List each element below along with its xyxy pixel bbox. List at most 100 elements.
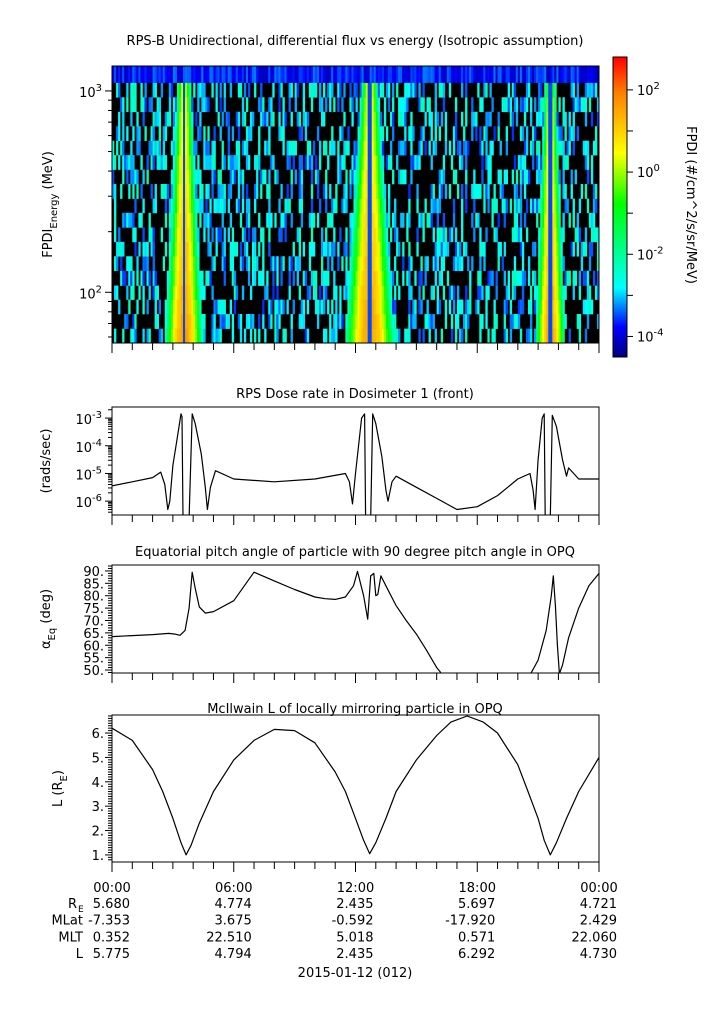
spectrogram-cell — [254, 241, 257, 257]
spectrogram-cell — [371, 241, 375, 257]
spectrogram-cell — [333, 66, 336, 83]
spectrogram-cell — [174, 328, 178, 343]
spectrogram-cell — [511, 82, 515, 98]
spectrogram-cell — [542, 111, 545, 127]
spectrogram-cell — [525, 227, 529, 243]
spectrogram-cell — [375, 140, 379, 156]
spectrogram-cell — [329, 140, 332, 156]
spectrogram-cell — [385, 66, 389, 83]
time-label: 00:00 — [580, 881, 617, 896]
spectrogram-cell — [442, 256, 446, 272]
spectrogram-cell — [227, 66, 230, 83]
spectrogram-cell — [132, 314, 135, 329]
spectrogram-cell — [377, 169, 381, 185]
spectrogram-cell — [331, 328, 334, 343]
spectrogram-cell — [302, 97, 306, 113]
spectrogram-cell — [229, 155, 233, 170]
spectrogram-cell — [375, 97, 379, 113]
spectrogram-cell — [363, 299, 366, 315]
spectrogram-cell — [170, 212, 174, 228]
spectrogram-cell — [187, 328, 190, 343]
spectrogram-cell — [572, 126, 575, 142]
spectrogram-cell — [245, 97, 249, 113]
spectrogram-cell — [191, 314, 194, 329]
spectrogram-cell — [538, 299, 541, 315]
spectrogram-cell — [452, 299, 456, 315]
spectrogram-cell — [469, 285, 472, 300]
spectrogram-cell — [568, 126, 571, 142]
spectrogram-cell — [556, 169, 559, 185]
y-tick-label: 4. — [92, 776, 104, 791]
spectrogram-cell — [276, 314, 279, 329]
spectrogram-cell — [513, 198, 517, 214]
spectrogram-cell — [467, 66, 470, 83]
spectrogram-cell — [227, 126, 230, 142]
spectrogram-cell — [487, 66, 490, 83]
spectrogram-cell — [185, 82, 188, 98]
spectrogram-cell — [132, 212, 135, 228]
spectrogram-cell — [152, 140, 155, 156]
spectrogram-cell — [264, 169, 267, 185]
spectrogram-cell — [527, 169, 531, 185]
spectrogram-cell — [521, 155, 525, 170]
spectrogram-cell — [444, 299, 448, 315]
spectrogram-cell — [158, 111, 161, 127]
spectrogram-cell — [308, 285, 312, 300]
spectrogram-cell — [422, 97, 425, 113]
spectrogram-cell — [130, 270, 133, 286]
spectrogram-cell — [223, 314, 226, 329]
spectrogram-cell — [170, 256, 174, 272]
spectrogram-cell — [363, 66, 366, 83]
spectrogram-cell — [126, 66, 129, 83]
spectrogram-cell — [329, 212, 332, 228]
spectrogram-cell — [213, 66, 216, 83]
spectrogram-cell — [252, 227, 255, 243]
spectrogram-cell — [278, 299, 281, 315]
spectrogram-cell — [495, 66, 498, 83]
spectrogram-cell — [550, 212, 553, 228]
spectrogram-cell — [207, 212, 210, 228]
spectrogram-cell — [436, 111, 439, 127]
spectrogram-cell — [456, 140, 460, 156]
spectrogram-cell — [475, 66, 478, 83]
spectrogram-cell — [424, 140, 427, 156]
spectrogram-cell — [440, 227, 444, 243]
spectrogram-cell — [185, 227, 188, 243]
spectrogram-cell — [178, 97, 182, 113]
spectrogram-cell — [325, 97, 328, 113]
spectrogram-cell — [211, 184, 214, 199]
spectrogram-cell — [341, 97, 344, 113]
spectrogram-cell — [442, 97, 446, 113]
spectrogram-cell — [174, 256, 178, 272]
spectrogram-cell — [262, 299, 265, 315]
spectrogram-cell — [193, 169, 196, 185]
spectrogram-cell — [260, 169, 263, 185]
spectrogram-cell — [489, 270, 492, 286]
spectrogram-cell — [201, 184, 204, 199]
spectrogram-cell — [387, 212, 391, 228]
spectrogram-cell — [365, 299, 368, 315]
spectrogram-cell — [296, 270, 299, 286]
spectrogram-cell — [444, 314, 448, 329]
spectrogram-cell — [418, 66, 421, 83]
spectrogram-cell — [160, 328, 164, 343]
spectrogram-cell — [367, 227, 371, 243]
spectrogram-cell — [276, 328, 279, 343]
spectrogram-cell — [365, 328, 368, 343]
spectrogram-cell — [237, 314, 241, 329]
spectrogram-cell — [558, 227, 561, 243]
spectrogram-cell — [183, 299, 186, 315]
spectrogram-cell — [410, 285, 413, 300]
spectrogram-cell — [509, 111, 513, 127]
spectrogram-cell — [164, 111, 168, 127]
spectrogram-cell — [148, 212, 151, 228]
spectrogram-cell — [274, 299, 277, 315]
spectrogram-cell — [562, 140, 565, 156]
spectrogram-cell — [337, 82, 340, 98]
spectrogram-cell — [254, 270, 257, 286]
spectrogram-cell — [479, 328, 482, 343]
colorbar-frame — [612, 56, 628, 358]
spectrogram-cell — [392, 126, 395, 142]
spectrogram-cell — [521, 126, 525, 142]
